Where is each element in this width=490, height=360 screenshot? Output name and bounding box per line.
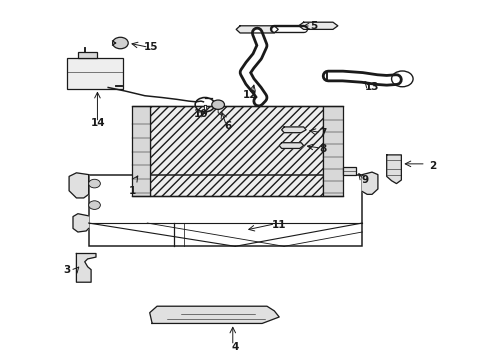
Text: 3: 3	[63, 265, 70, 275]
Text: 11: 11	[272, 220, 287, 230]
Text: 14: 14	[91, 118, 106, 128]
Circle shape	[113, 37, 128, 49]
Circle shape	[89, 201, 100, 210]
Text: 2: 2	[430, 161, 437, 171]
Bar	[132, 107, 150, 196]
Text: 8: 8	[319, 144, 327, 154]
Polygon shape	[387, 155, 401, 184]
Text: 6: 6	[224, 121, 231, 131]
Bar	[89, 175, 362, 246]
Polygon shape	[279, 143, 304, 148]
Text: 1: 1	[129, 186, 136, 196]
Bar	[150, 107, 323, 196]
Bar	[343, 167, 356, 175]
Bar	[78, 51, 98, 58]
Bar	[323, 107, 343, 196]
Text: 12: 12	[243, 90, 257, 100]
Circle shape	[212, 100, 224, 109]
Text: 5: 5	[310, 21, 317, 31]
Polygon shape	[282, 127, 306, 133]
Text: 7: 7	[319, 129, 327, 138]
Polygon shape	[150, 306, 279, 323]
Circle shape	[89, 179, 100, 188]
Text: 13: 13	[365, 82, 379, 93]
Polygon shape	[76, 253, 96, 282]
Text: 9: 9	[361, 175, 368, 185]
Polygon shape	[69, 173, 89, 198]
Bar	[67, 58, 123, 89]
Polygon shape	[236, 26, 278, 33]
Polygon shape	[362, 172, 378, 194]
Polygon shape	[73, 214, 89, 232]
Text: 4: 4	[232, 342, 239, 352]
Polygon shape	[299, 22, 338, 30]
Text: 10: 10	[194, 109, 208, 119]
Text: 15: 15	[144, 42, 158, 52]
